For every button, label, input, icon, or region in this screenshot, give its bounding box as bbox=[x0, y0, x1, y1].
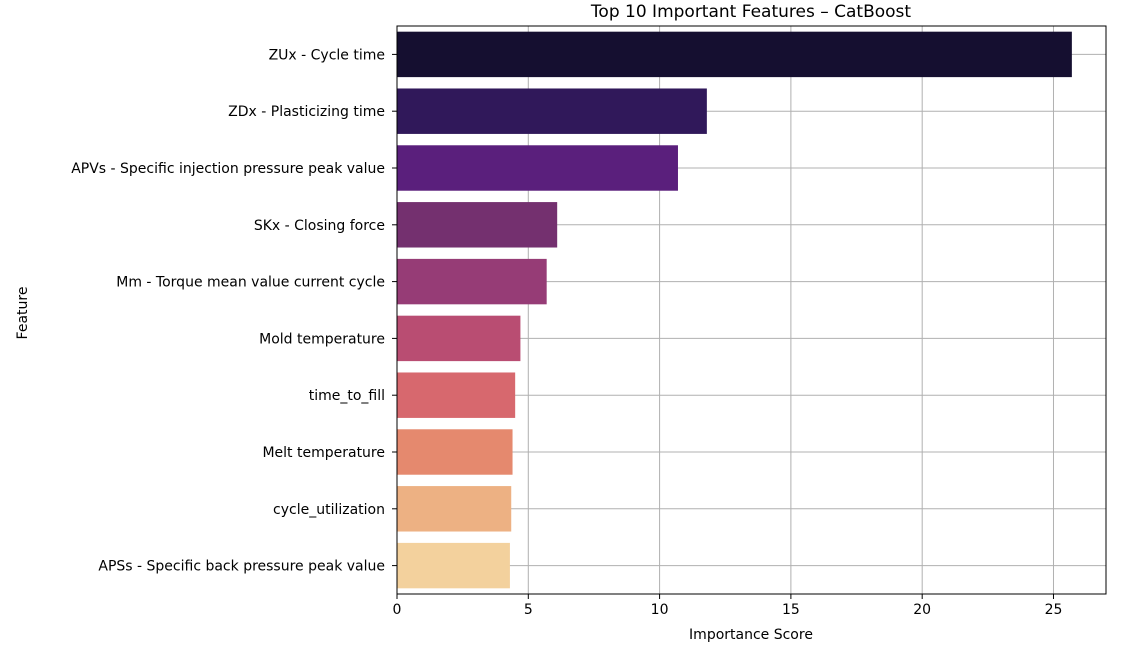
category-label: APSs - Specific back pressure peak value bbox=[98, 559, 385, 575]
category-label: Mm - Torque mean value current cycle bbox=[116, 275, 385, 291]
bar bbox=[397, 31, 1072, 78]
category-label: ZUx - Cycle time bbox=[269, 47, 385, 63]
chart-title: Top 10 Important Features – CatBoost bbox=[590, 2, 911, 22]
bar bbox=[397, 372, 516, 418]
x-tick-label: 15 bbox=[782, 602, 800, 618]
x-tick-label: 10 bbox=[651, 602, 669, 618]
y-axis-ticks: ZUx - Cycle time ZDx - Plasticizing time A… bbox=[71, 47, 397, 575]
x-axis-label: Importance Score bbox=[689, 627, 813, 643]
x-tick-label: 25 bbox=[1045, 602, 1063, 618]
category-label: Mold temperature bbox=[259, 331, 385, 347]
bars bbox=[397, 31, 1072, 589]
x-tick-label: 5 bbox=[524, 602, 533, 618]
y-axis-label: Feature bbox=[15, 287, 31, 340]
category-label: SKx - Closing force bbox=[254, 218, 385, 234]
bar bbox=[397, 429, 513, 475]
x-axis-ticks: 0 5 10 15 20 25 bbox=[393, 594, 1063, 618]
category-label: ZDx - Plasticizing time bbox=[228, 104, 385, 120]
category-label: time_to_fill bbox=[309, 388, 385, 404]
x-tick-label: 20 bbox=[913, 602, 931, 618]
bar bbox=[397, 258, 547, 305]
bar bbox=[397, 202, 558, 248]
bar bbox=[397, 88, 707, 134]
category-label: Melt temperature bbox=[262, 445, 385, 461]
category-label: cycle_utilization bbox=[273, 502, 385, 518]
bar bbox=[397, 486, 512, 532]
x-tick-label: 0 bbox=[393, 602, 402, 618]
category-label: APVs - Specific injection pressure peak … bbox=[71, 161, 385, 177]
bar bbox=[397, 315, 521, 362]
plot-frame bbox=[396, 25, 1107, 595]
bar bbox=[397, 542, 510, 589]
bar bbox=[397, 145, 678, 191]
